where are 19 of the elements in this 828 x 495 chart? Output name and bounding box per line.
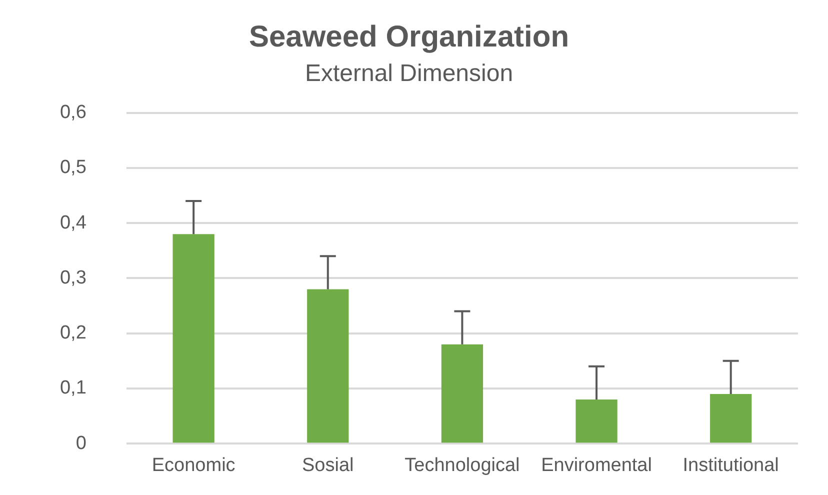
bar (441, 344, 484, 443)
y-tick-label: 0,6 (60, 102, 86, 124)
bar (307, 289, 349, 443)
x-tick-label: Sosial (302, 455, 354, 476)
y-tick-label: 0,5 (60, 157, 86, 178)
x-tick-label: Technological (404, 455, 520, 476)
x-tick-label: Institutional (682, 455, 779, 476)
y-tick-label: 0 (76, 432, 86, 454)
bar (710, 394, 752, 443)
chart-subtitle: External Dimension (304, 60, 514, 88)
y-tick-label: 0,3 (60, 267, 86, 288)
chart-title: Seaweed Organization (248, 20, 570, 54)
y-tick-label: 0,2 (60, 322, 86, 344)
bar (172, 234, 214, 443)
x-tick-label: Economic (152, 455, 236, 476)
y-tick-label: 0,1 (60, 378, 86, 399)
y-tick-label: 0,4 (60, 212, 87, 234)
bar (576, 399, 618, 443)
x-tick-label: Enviromental (541, 455, 652, 476)
